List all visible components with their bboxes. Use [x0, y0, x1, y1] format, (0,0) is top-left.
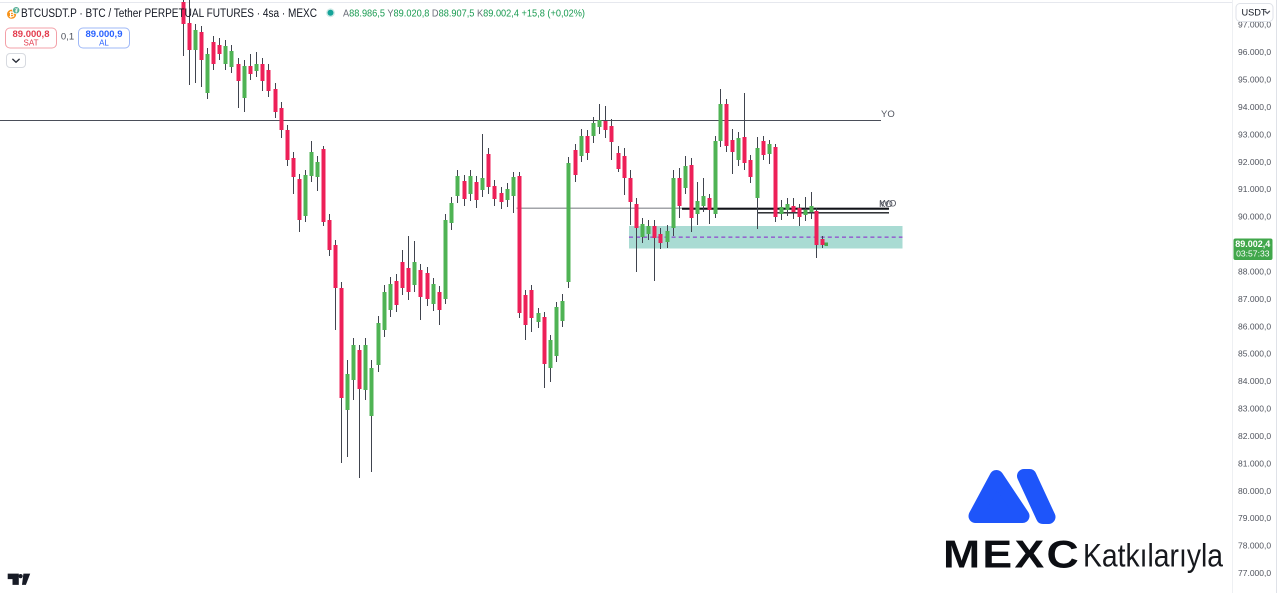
svg-text:KO: KO	[879, 199, 893, 210]
svg-text:Katkılarıyla: Katkılarıyla	[1083, 538, 1223, 574]
svg-text:₮: ₮	[15, 8, 19, 14]
svg-text:95.000,0: 95.000,0	[1238, 75, 1271, 85]
svg-text:0,1: 0,1	[61, 32, 74, 43]
svg-text:MEXC: MEXC	[943, 534, 1081, 577]
svg-text:94.000,0: 94.000,0	[1238, 102, 1271, 112]
svg-text:SAT: SAT	[24, 39, 39, 48]
svg-text:78.000,0: 78.000,0	[1238, 541, 1271, 551]
svg-text:YO: YO	[881, 109, 895, 120]
svg-text:89.000,8: 89.000,8	[13, 29, 50, 40]
svg-text:80.000,0: 80.000,0	[1238, 486, 1271, 496]
svg-text:AL: AL	[99, 39, 109, 48]
svg-text:89.002,4: 89.002,4	[1235, 239, 1270, 249]
svg-text:A88.986,5 Y89.020,8 D88.907,5: A88.986,5 Y89.020,8 D88.907,5 K89.002,4 …	[343, 8, 585, 20]
svg-text:85.000,0: 85.000,0	[1238, 349, 1271, 359]
svg-text:91.000,0: 91.000,0	[1238, 184, 1271, 194]
svg-text:86.000,0: 86.000,0	[1238, 321, 1271, 331]
svg-text:USDT: USDT	[1242, 8, 1267, 18]
svg-text:82.000,0: 82.000,0	[1238, 431, 1271, 441]
svg-text:89.000,9: 89.000,9	[86, 29, 123, 40]
svg-text:92.000,0: 92.000,0	[1238, 157, 1271, 167]
svg-text:03:57:33: 03:57:33	[1236, 249, 1270, 259]
svg-text:84.000,0: 84.000,0	[1238, 376, 1271, 386]
svg-text:90.000,0: 90.000,0	[1238, 212, 1271, 222]
svg-text:₿: ₿	[9, 11, 15, 19]
svg-text:83.000,0: 83.000,0	[1238, 404, 1271, 414]
svg-text:81.000,0: 81.000,0	[1238, 458, 1271, 468]
svg-text:96.000,0: 96.000,0	[1238, 47, 1271, 57]
svg-text:BTCUSDT.P · BTC / Tether PERPE: BTCUSDT.P · BTC / Tether PERPETUAL FUTUR…	[21, 8, 317, 20]
svg-text:77.000,0: 77.000,0	[1238, 568, 1271, 578]
svg-text:WO: WO	[880, 199, 896, 210]
svg-text:97.000,0: 97.000,0	[1238, 20, 1271, 30]
svg-text:88.000,0: 88.000,0	[1238, 266, 1271, 276]
svg-text:87.000,0: 87.000,0	[1238, 294, 1271, 304]
svg-text:93.000,0: 93.000,0	[1238, 129, 1271, 139]
svg-text:79.000,0: 79.000,0	[1238, 513, 1271, 523]
